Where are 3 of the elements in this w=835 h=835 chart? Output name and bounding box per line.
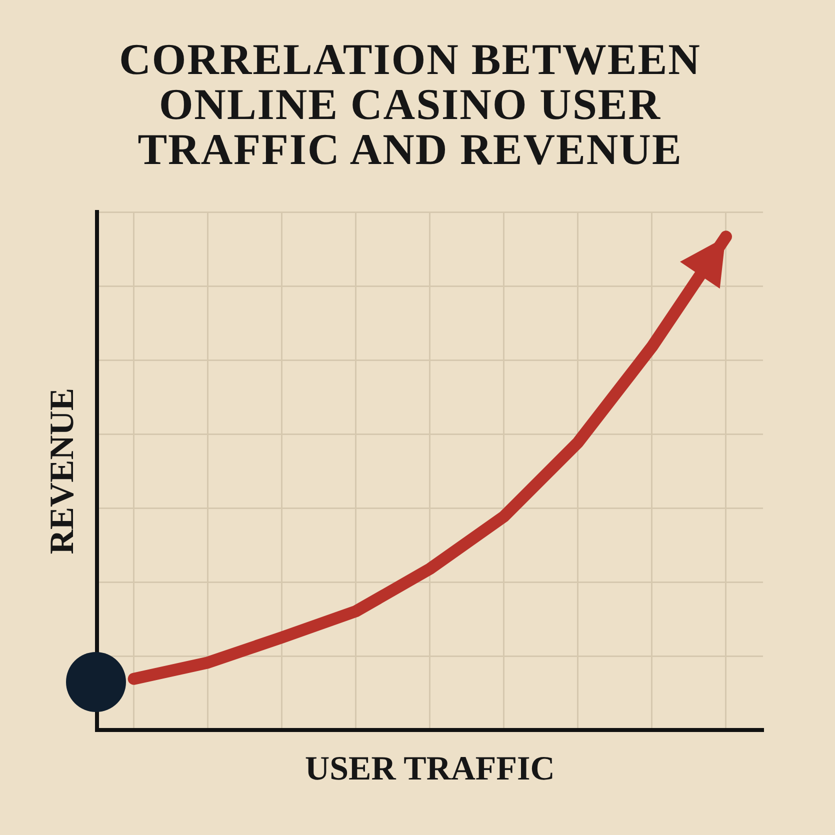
chart-title: CORRELATION BETWEEN ONLINE CASINO USER TRAFFIC AND REVENUE (118, 35, 702, 174)
y-axis-title: REVENUE (44, 388, 82, 554)
x-axis-title: USER TRAFFIC (305, 750, 555, 788)
